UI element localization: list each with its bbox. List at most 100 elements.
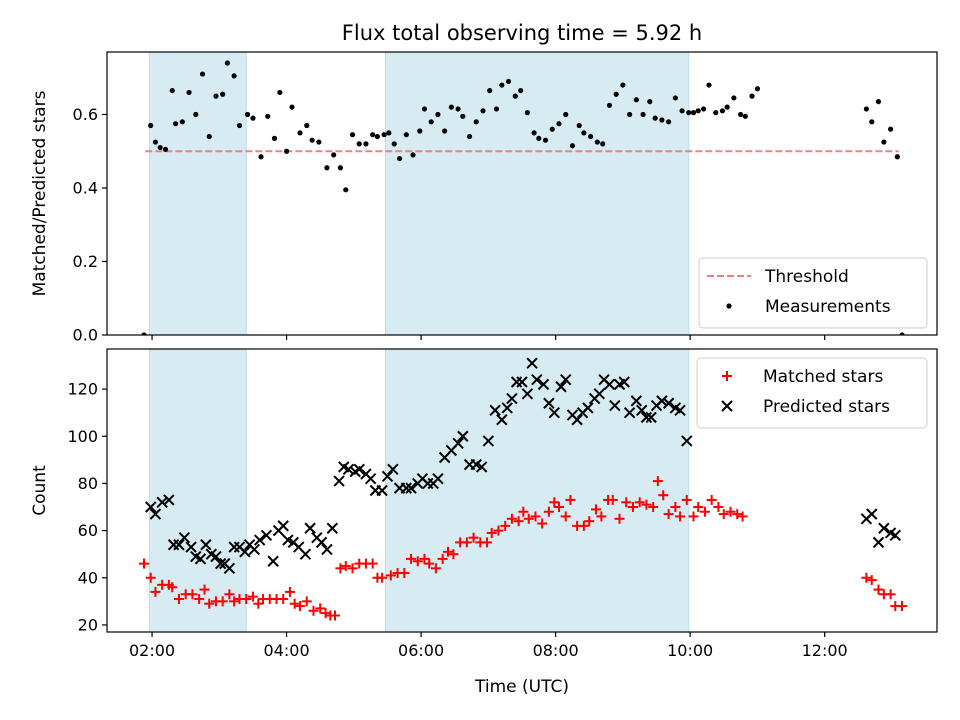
- predicted-star-point: [387, 463, 399, 475]
- matched-star-point: [513, 516, 524, 527]
- measurement-point: [531, 130, 537, 136]
- measurement-point: [518, 87, 524, 94]
- y-axis-label: Matched/Predicted stars: [30, 90, 50, 296]
- measurement-point: [633, 97, 639, 103]
- matched-star-point: [150, 586, 161, 597]
- predicted-star-point: [315, 536, 328, 549]
- measurement-point: [652, 115, 658, 121]
- matched-star-point: [399, 568, 410, 579]
- predicted-star-point: [405, 482, 417, 494]
- shaded-interval: [148, 349, 247, 632]
- matched-star-point: [367, 558, 378, 569]
- matched-star-point: [437, 553, 448, 564]
- matched-star-point: [229, 596, 240, 607]
- measurement-point: [349, 132, 356, 138]
- measurement-point: [442, 128, 448, 134]
- measurement-point: [356, 141, 362, 147]
- matched-star-point: [607, 494, 618, 505]
- measurement-point: [549, 126, 555, 132]
- chart-title: Flux total observing time = 5.92 h: [342, 21, 702, 45]
- predicted-star-point: [489, 404, 501, 417]
- predicted-star-point: [239, 546, 251, 558]
- predicted-star-point: [277, 520, 289, 532]
- measurement-point: [473, 119, 479, 125]
- legend-measurement-swatch: [726, 303, 732, 309]
- plot-area: [138, 349, 908, 632]
- matched-star-point: [614, 513, 625, 524]
- measurement-point: [250, 115, 256, 121]
- plot-frame: [106, 51, 938, 336]
- measurement-point: [173, 121, 179, 127]
- matched-star-point: [468, 532, 479, 543]
- measurement-point: [493, 106, 500, 112]
- matched-star-point: [518, 506, 529, 517]
- legend-frame: [696, 357, 928, 429]
- x-tick-label: 06:00: [398, 641, 444, 660]
- y-tick-label: 20: [78, 615, 98, 634]
- y-tick-label: 0.4: [73, 178, 98, 197]
- measurement-point: [627, 111, 633, 118]
- matched-star-point: [699, 506, 710, 517]
- measurement-point: [863, 106, 869, 112]
- matched-star-point: [335, 563, 346, 574]
- measurement-point: [309, 137, 315, 143]
- legend-matched-swatch: [722, 371, 732, 381]
- legend-label: Measurements: [765, 297, 891, 317]
- matched-star-point: [301, 596, 312, 607]
- measurement-point: [659, 117, 665, 123]
- matched-star-point: [713, 502, 724, 513]
- measurement-point: [686, 110, 692, 116]
- shaded-interval: [148, 52, 247, 335]
- matched-star-point: [648, 502, 659, 513]
- predicted-star-point: [267, 555, 279, 567]
- x-tick-label: 12:00: [802, 641, 848, 660]
- predicted-star-point: [163, 494, 175, 506]
- matched-star-point: [167, 582, 178, 593]
- measurement-point: [417, 128, 423, 134]
- predicted-star-point: [548, 406, 560, 419]
- legend: Threshold Measurements: [698, 257, 928, 329]
- matched-star-point: [493, 525, 504, 536]
- predicted-star-point: [543, 397, 555, 409]
- legend-label: Matched stars: [763, 367, 883, 387]
- matched-star-point: [224, 589, 235, 600]
- matched-star-point: [897, 601, 908, 612]
- matched-star-point: [194, 593, 205, 604]
- plot-frame: [106, 348, 938, 633]
- legend-label: Threshold: [764, 267, 849, 287]
- matched-star-point: [486, 527, 497, 538]
- measurement-point: [713, 110, 719, 116]
- measurement-point: [563, 111, 569, 118]
- measurement-point: [141, 332, 147, 335]
- predicted-star-point: [452, 437, 464, 450]
- measurement-point: [396, 155, 403, 162]
- measurement-point: [148, 122, 154, 129]
- matched-star-point: [543, 506, 554, 517]
- measurement-point: [881, 139, 887, 145]
- legend-frame: [698, 257, 928, 329]
- measurement-point: [706, 82, 712, 88]
- predicted-star-point: [223, 562, 236, 575]
- measurement-point: [277, 89, 283, 96]
- matched-star-point: [295, 601, 306, 612]
- measurement-point: [487, 87, 493, 94]
- plot-panel-2: 02:00 04:00 06:00 08:00 10:00 12:00 20 40 60 80 10…: [30, 348, 938, 697]
- y-tick-label: 100: [67, 427, 98, 446]
- matched-star-point: [278, 593, 289, 604]
- predicted-star-point: [376, 484, 388, 497]
- measurement-point: [403, 132, 409, 138]
- measurement-point: [647, 99, 653, 105]
- predicted-star-point: [531, 373, 543, 386]
- predicted-star-point: [866, 508, 878, 520]
- predicted-star-point: [214, 557, 227, 570]
- shaded-interval: [384, 52, 690, 335]
- predicted-star-point: [501, 402, 513, 414]
- matched-star-point: [241, 593, 252, 604]
- y-tick-label: 120: [67, 380, 98, 399]
- measurement-point: [620, 82, 626, 88]
- matched-star-point: [634, 497, 645, 508]
- predicted-star-point: [321, 543, 333, 556]
- measurement-point: [435, 111, 441, 118]
- matched-star-point: [596, 511, 607, 522]
